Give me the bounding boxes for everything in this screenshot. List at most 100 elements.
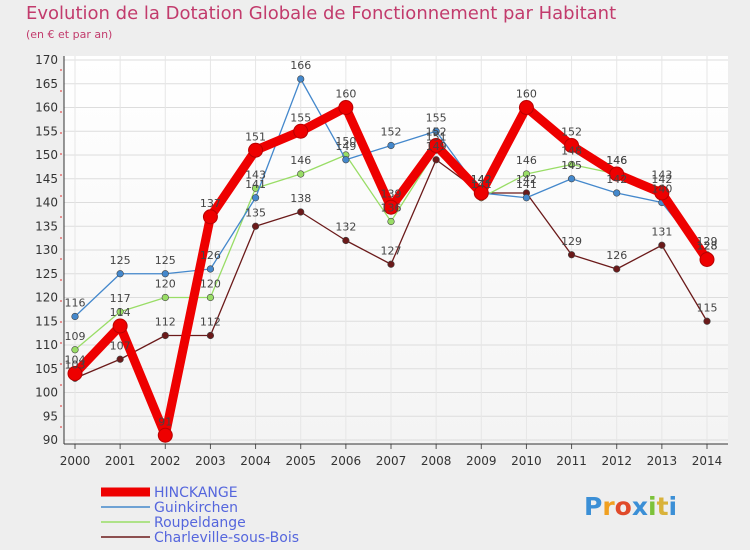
x-tick-label: 2005 bbox=[285, 454, 316, 468]
y-tick-label: 120 bbox=[35, 291, 58, 305]
legend: HINCKANGEGuinkirchenRoupeldangeCharlevil… bbox=[101, 485, 299, 546]
x-tick-label: 2008 bbox=[421, 454, 452, 468]
data-point bbox=[609, 166, 625, 182]
data-label: 126 bbox=[200, 249, 221, 262]
data-label: 166 bbox=[290, 59, 311, 72]
data-point bbox=[613, 265, 621, 273]
brand-letter: P bbox=[584, 492, 602, 521]
data-point bbox=[342, 156, 350, 164]
y-tick-label: 155 bbox=[35, 124, 58, 138]
data-point bbox=[206, 331, 215, 340]
axes: 90 95 100 105 110 115 120 125 130 135 140 145 150 155… bbox=[35, 53, 728, 468]
data-label: 142 bbox=[471, 173, 492, 186]
data-point bbox=[432, 127, 440, 135]
y-tick-label: 165 bbox=[35, 77, 58, 91]
data-label: 143 bbox=[651, 168, 672, 181]
y-tick-label: 150 bbox=[35, 148, 58, 162]
y-tick-label: 125 bbox=[35, 267, 58, 281]
data-label: 160 bbox=[335, 88, 356, 101]
data-point bbox=[293, 123, 309, 139]
data-label: 142 bbox=[516, 173, 537, 186]
data-label: 152 bbox=[381, 126, 402, 139]
data-point bbox=[658, 241, 666, 249]
data-point bbox=[473, 185, 489, 201]
data-point bbox=[206, 293, 215, 302]
x-tick-label: 2011 bbox=[556, 454, 587, 468]
data-point bbox=[518, 100, 534, 115]
data-label: 143 bbox=[245, 168, 266, 181]
data-point bbox=[522, 170, 531, 178]
series-layer bbox=[67, 75, 715, 443]
y-tick-label: 160 bbox=[35, 101, 58, 115]
data-point bbox=[67, 366, 83, 381]
y-tick-label: 140 bbox=[35, 196, 58, 210]
legend-label: Charleville-sous-Bois bbox=[154, 530, 299, 546]
data-point bbox=[251, 194, 260, 202]
data-label: 115 bbox=[697, 301, 718, 314]
data-label: 151 bbox=[245, 130, 266, 143]
data-label: 126 bbox=[606, 249, 627, 262]
data-label: 117 bbox=[110, 292, 131, 305]
data-point bbox=[71, 346, 79, 354]
data-label: 107 bbox=[110, 339, 131, 352]
data-label: 149 bbox=[426, 140, 447, 153]
data-label: 140 bbox=[651, 183, 672, 196]
x-tick-label: 2007 bbox=[376, 454, 407, 468]
brand-letter: x bbox=[632, 492, 648, 521]
data-label: 142 bbox=[471, 173, 492, 186]
data-label: 142 bbox=[471, 173, 492, 186]
data-label: 146 bbox=[606, 154, 627, 167]
data-label: 145 bbox=[561, 159, 582, 172]
data-label: 132 bbox=[335, 221, 356, 234]
data-point bbox=[564, 138, 580, 153]
y-tick-label: 130 bbox=[35, 243, 58, 257]
data-point bbox=[71, 312, 79, 321]
x-tick-label: 2014 bbox=[692, 454, 723, 468]
data-label: 155 bbox=[426, 111, 447, 124]
data-labels-layer: 103 107 112 112 135 138 132 127 149 142 142 129 126 1… bbox=[65, 59, 718, 428]
data-label: 109 bbox=[65, 330, 86, 343]
data-point bbox=[297, 75, 305, 83]
brand-letter: r bbox=[602, 492, 615, 521]
data-label: 142 bbox=[606, 173, 627, 186]
x-tick-label: 2012 bbox=[601, 454, 632, 468]
data-label: 137 bbox=[200, 197, 221, 210]
x-tick-label: 2004 bbox=[240, 454, 271, 468]
data-label: 128 bbox=[697, 240, 718, 253]
y-tick-label: 110 bbox=[35, 338, 58, 352]
data-point bbox=[522, 194, 531, 202]
y-tick-label: 95 bbox=[43, 409, 58, 423]
y-tick-label: 105 bbox=[35, 362, 58, 376]
data-label: 114 bbox=[110, 306, 131, 319]
data-point bbox=[699, 252, 715, 267]
data-point bbox=[161, 331, 169, 340]
y-tick-label: 145 bbox=[35, 172, 58, 186]
y-tick-label: 170 bbox=[35, 53, 58, 67]
data-point bbox=[387, 260, 395, 268]
legend-label: Roupeldange bbox=[154, 515, 246, 531]
data-label: 141 bbox=[516, 178, 537, 191]
data-label: 127 bbox=[381, 244, 402, 257]
data-label: 138 bbox=[290, 192, 311, 205]
data-label: 116 bbox=[65, 297, 86, 310]
brand-logo: Proxiti bbox=[584, 492, 677, 521]
brand-letter: i bbox=[669, 492, 678, 521]
data-point bbox=[567, 251, 576, 259]
data-point bbox=[112, 318, 128, 334]
data-point bbox=[432, 156, 440, 164]
data-point bbox=[297, 170, 305, 178]
x-tick-label: 2003 bbox=[195, 454, 226, 468]
data-label: 112 bbox=[200, 316, 221, 329]
data-label: 152 bbox=[426, 126, 447, 139]
brand-letter: o bbox=[615, 492, 632, 521]
brand-letter: t bbox=[657, 492, 669, 521]
data-point bbox=[567, 160, 576, 169]
x-tick-label: 2006 bbox=[331, 454, 362, 468]
data-label: 104 bbox=[65, 354, 86, 367]
brand-text: Proxiti bbox=[584, 492, 677, 521]
y-tick-label: 90 bbox=[43, 433, 58, 447]
x-tick-label: 2002 bbox=[150, 454, 181, 468]
data-label: 141 bbox=[245, 178, 266, 191]
data-label: 146 bbox=[516, 154, 537, 167]
